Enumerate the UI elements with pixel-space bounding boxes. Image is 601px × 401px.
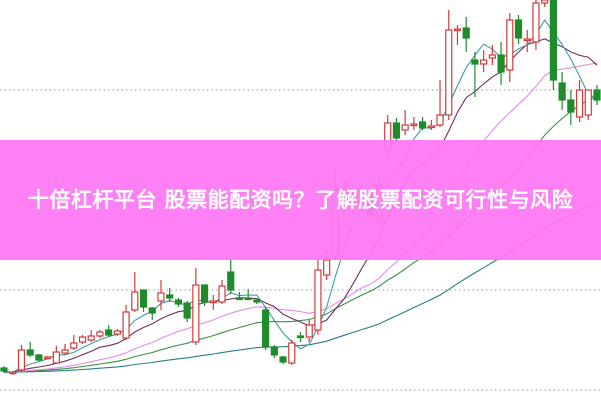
candle-down [244, 297, 252, 301]
candle-down [235, 297, 244, 301]
candle-down [262, 309, 270, 348]
candle-down [183, 302, 191, 319]
candle-up [78, 336, 87, 343]
ma10-line [4, 38, 598, 373]
candle-up [113, 330, 121, 335]
candle-down [200, 284, 209, 303]
candle-up [70, 342, 78, 349]
candle-down [392, 122, 401, 139]
candle-up [480, 59, 488, 65]
candle-up [17, 349, 26, 371]
candle-down [593, 89, 601, 101]
ma20-line [4, 62, 598, 373]
candle-down [148, 307, 156, 314]
candle-down [253, 299, 261, 303]
candle-up [488, 54, 496, 59]
candle-up [218, 285, 226, 303]
candle-down [26, 349, 34, 356]
candle-up [44, 356, 52, 360]
candle-down [270, 346, 278, 356]
candle-down [497, 54, 505, 73]
candle-down [0, 367, 8, 372]
candle-down [174, 299, 183, 305]
candle-down [558, 82, 566, 101]
candle-up [541, 0, 549, 4]
candle-up [410, 123, 418, 127]
candle-down [166, 294, 174, 299]
candle-up [453, 28, 462, 32]
candle-down [549, 0, 557, 81]
candle-down [105, 329, 113, 336]
candle-up [506, 19, 514, 71]
candle-up [9, 371, 17, 375]
candle-up [314, 269, 322, 331]
candle-up [323, 259, 331, 276]
candle-down [279, 356, 287, 363]
candle-up [584, 89, 592, 116]
candle-down [139, 289, 148, 308]
candle-up [122, 311, 130, 339]
candle-up [436, 114, 444, 126]
candle-up [445, 29, 453, 116]
candle-up [192, 284, 200, 343]
article-title: 十倍杠杆平台 股票能配资吗？了解股票配资可行性与风险 [27, 188, 574, 212]
candle-up [427, 125, 435, 129]
candle-up [131, 291, 139, 311]
candle-up [532, 2, 540, 43]
candle-up [523, 38, 531, 42]
candle-down [514, 19, 523, 39]
candle-down [567, 99, 575, 113]
candle-up [209, 300, 217, 304]
candle-up [575, 89, 584, 118]
candle-down [471, 59, 479, 65]
candle-up [401, 124, 409, 131]
candle-down [462, 27, 470, 39]
candle-up [52, 351, 60, 364]
candle-up [288, 342, 296, 364]
candle-down [418, 121, 427, 129]
title-banner: 十倍杠杆平台 股票能配资吗？了解股票配资可行性与风险 [0, 140, 601, 260]
candle-up [157, 292, 165, 302]
candle-up [305, 324, 313, 338]
candle-down [296, 335, 305, 339]
candle-up [61, 349, 69, 354]
candle-up [87, 335, 95, 341]
candle-down [227, 271, 235, 291]
candle-down [35, 354, 43, 361]
candle-up [96, 331, 104, 337]
